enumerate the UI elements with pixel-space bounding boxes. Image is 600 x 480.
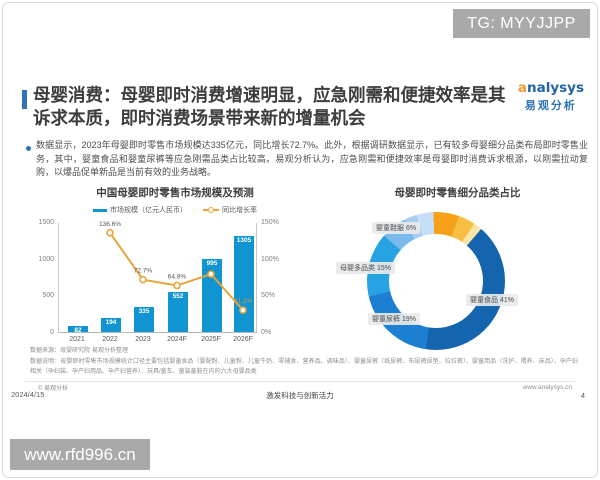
category-share-chart: 母婴即时零售细分品类占比 婴童食品 41% 婴童尿裤 19% 母婴多品类 15% 婴童… <box>320 185 595 350</box>
line-value-label: 64.8% <box>168 273 187 280</box>
x-axis-tick: 2023 <box>135 336 151 343</box>
market-size-chart: 中国母婴即时零售市场规模及预测 市场规模（亿元人民币） 同比增长率 82 194 3… <box>30 185 320 350</box>
bar-value-label: 335 <box>138 308 150 316</box>
line-marker <box>173 281 181 290</box>
right-chart-title: 母婴即时零售细分品类占比 <box>394 187 521 199</box>
line-value-label: 31.2% <box>234 298 253 305</box>
line-marker <box>106 229 114 237</box>
footer-date: 2024/4/15 <box>11 390 45 399</box>
data-source-note: 数据来源：母婴研究院·易观分析整理 <box>30 348 128 354</box>
bar: 335 <box>134 307 154 332</box>
bar-swatch-icon <box>93 208 107 212</box>
watermark-top: TG: MYYJJPP <box>453 9 590 38</box>
plot-area: 82 194 335 552 995 1305 <box>58 223 257 334</box>
logo-text-en: analysys <box>517 80 584 96</box>
y-axis-tick-right: 50% <box>261 292 276 300</box>
x-axis-tick: 2024F <box>167 336 187 343</box>
line-marker <box>239 306 247 314</box>
y-axis-tick-left: 1000 <box>38 255 54 263</box>
title-accent-bar <box>22 90 27 109</box>
left-chart-title: 中国母婴即时零售市场规模及预测 <box>96 187 254 199</box>
bullet-icon <box>26 146 31 151</box>
y-axis-tick-left: 1500 <box>38 219 54 226</box>
legend-item-line: 同比增长率 <box>203 205 257 215</box>
copyright-note: © 易观分析 <box>38 386 69 392</box>
bar-value-label: 1305 <box>236 237 252 245</box>
footer-divider <box>25 381 575 382</box>
bar-value-label: 82 <box>74 327 82 334</box>
donut-slice-label: 婴童食品 41% <box>466 294 518 306</box>
page-number: 4 <box>580 391 585 400</box>
bar-value-label: 194 <box>105 318 117 326</box>
bar: 194 <box>101 317 121 332</box>
footnotes: 数据来源：母婴研究院·易观分析整理 数据说明：母婴即时零售市场规模统计口径主要包… <box>30 346 578 378</box>
legend-label-bar: 市场规模（亿元人民币） <box>110 207 187 214</box>
bar-value-label: 995 <box>206 260 218 268</box>
growth-line-overlay: 136.6% 72.7% 64.8% 31.2% <box>99 221 253 314</box>
line-value-label: 136.6% <box>99 221 121 228</box>
logo-text-cn: 易观分析 <box>524 100 577 112</box>
watermark-bottom: www.rfd996.cn <box>10 439 150 470</box>
analysys-logo: analysys 易观分析 <box>518 80 584 113</box>
legend-item-bar: 市场规模（亿元人民币） <box>93 205 187 215</box>
bar: 1305 <box>234 236 254 332</box>
y-axis-tick-right: 150% <box>261 219 279 226</box>
y-axis-tick-right: 100% <box>261 255 279 263</box>
footer-slogan: 激发科技与创新活力 <box>266 391 334 400</box>
legend-label-line: 同比增长率 <box>222 207 257 214</box>
x-axis-tick: 2025F <box>201 336 221 343</box>
donut-hole <box>389 234 483 328</box>
donut-slice-label: 婴童尿裤 19% <box>368 313 420 325</box>
x-axis-tick: 2022 <box>102 336 118 343</box>
donut-slice-label: 婴童鞋服 6% <box>372 222 421 234</box>
bar: 552 <box>168 291 188 332</box>
y-axis-tick-left: 500 <box>42 292 54 300</box>
bar: 995 <box>202 259 222 332</box>
line-marker <box>207 270 215 278</box>
bar: 82 <box>68 326 88 334</box>
bar-value-label: 552 <box>172 292 184 300</box>
data-scope-note: 数据说明：母婴即时零售市场规模统计口径主要包括婴童食品（婴配粉、儿童粉、儿童牛奶… <box>30 358 578 376</box>
x-axis-tick: 2021 <box>69 336 85 343</box>
donut-slice-label: 母婴多品类 15% <box>336 262 395 274</box>
line-swatch-icon <box>203 207 219 213</box>
y-axis-tick-right: 0% <box>261 329 272 336</box>
line-marker <box>139 275 147 284</box>
page-title: 母婴消费：母婴即时消费增速明显，应急刚需和便捷效率是其 诉求本质，即时消费场景带… <box>33 85 506 128</box>
left-chart-legend: 市场规模（亿元人民币） 同比增长率 <box>30 205 320 215</box>
line-value-label: 72.7% <box>134 268 153 275</box>
footer-site-url: www.analysys.cn <box>522 384 573 391</box>
x-axis-tick: 2026F <box>233 336 253 343</box>
summary-text: 数据显示，2023年母婴即时零售市场规模达335亿元，同比增长72.7%。此外，… <box>36 140 588 177</box>
y-axis-tick-left: 0 <box>50 329 54 336</box>
